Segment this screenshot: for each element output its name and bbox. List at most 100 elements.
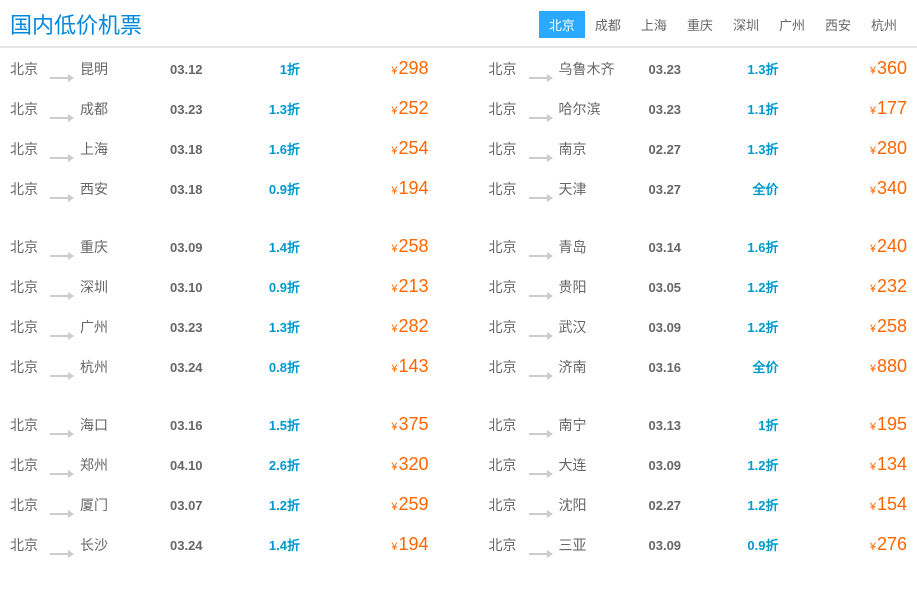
- currency-symbol: ¥: [870, 283, 876, 295]
- city-tab[interactable]: 广州: [769, 11, 815, 38]
- flight-row[interactable]: 北京杭州03.240.8折¥143: [10, 356, 429, 396]
- currency-symbol: ¥: [870, 185, 876, 197]
- to-city: 南宁: [559, 415, 649, 435]
- flight-row[interactable]: 北京厦门03.071.2折¥259: [10, 494, 429, 534]
- to-city: 三亚: [559, 535, 649, 555]
- currency-symbol: ¥: [870, 501, 876, 513]
- currency-symbol: ¥: [391, 185, 397, 197]
- discount-label: 1.2折: [719, 317, 779, 336]
- flight-row[interactable]: 北京乌鲁木齐03.231.3折¥360: [489, 58, 908, 98]
- flight-row[interactable]: 北京济南03.16全价¥880: [489, 356, 908, 396]
- city-tab[interactable]: 杭州: [861, 11, 907, 38]
- flight-date: 03.24: [170, 538, 240, 553]
- currency-symbol: ¥: [870, 243, 876, 255]
- flight-row[interactable]: 北京青岛03.141.6折¥240: [489, 236, 908, 276]
- to-city: 哈尔滨: [559, 99, 649, 119]
- flight-row[interactable]: 北京沈阳02.271.2折¥154: [489, 494, 908, 534]
- to-city: 济南: [559, 357, 649, 377]
- flight-group: 北京南宁03.131折¥195北京大连03.091.2折¥134北京沈阳02.2…: [489, 414, 908, 574]
- arrow-icon: [50, 112, 74, 124]
- currency-symbol: ¥: [391, 145, 397, 157]
- arrow-icon: [529, 468, 553, 480]
- currency-symbol: ¥: [391, 323, 397, 335]
- panel-header: 国内低价机票 北京成都上海重庆深圳广州西安杭州: [0, 0, 917, 48]
- price-value: ¥154: [779, 494, 908, 515]
- currency-symbol: ¥: [391, 501, 397, 513]
- from-city: 北京: [10, 59, 44, 79]
- to-city: 沈阳: [559, 495, 649, 515]
- price-value: ¥213: [300, 276, 429, 297]
- flight-row[interactable]: 北京重庆03.091.4折¥258: [10, 236, 429, 276]
- discount-label: 1.3折: [719, 59, 779, 78]
- arrow-icon: [529, 508, 553, 520]
- flight-row[interactable]: 北京海口03.161.5折¥375: [10, 414, 429, 454]
- city-tab[interactable]: 北京: [539, 11, 585, 38]
- flight-row[interactable]: 北京西安03.180.9折¥194: [10, 178, 429, 218]
- price-value: ¥232: [779, 276, 908, 297]
- panel-title: 国内低价机票: [10, 8, 142, 40]
- discount-label: 0.9折: [240, 179, 300, 198]
- flight-row[interactable]: 北京郑州04.102.6折¥320: [10, 454, 429, 494]
- flight-row[interactable]: 北京上海03.181.6折¥254: [10, 138, 429, 178]
- discount-label: 1.3折: [240, 317, 300, 336]
- flight-row[interactable]: 北京成都03.231.3折¥252: [10, 98, 429, 138]
- flight-date: 03.09: [649, 320, 719, 335]
- city-tab[interactable]: 成都: [585, 11, 631, 38]
- discount-label: 1.6折: [240, 139, 300, 158]
- arrow-icon: [529, 192, 553, 204]
- discount-label: 2.6折: [240, 455, 300, 474]
- flight-row[interactable]: 北京广州03.231.3折¥282: [10, 316, 429, 356]
- to-city: 长沙: [80, 535, 170, 555]
- flight-row[interactable]: 北京南京02.271.3折¥280: [489, 138, 908, 178]
- flight-date: 03.23: [170, 102, 240, 117]
- flight-row[interactable]: 北京长沙03.241.4折¥194: [10, 534, 429, 574]
- discount-label: 0.9折: [719, 535, 779, 554]
- arrow-icon: [529, 112, 553, 124]
- from-city: 北京: [489, 357, 523, 377]
- discount-label: 1.2折: [719, 495, 779, 514]
- flight-row[interactable]: 北京贵阳03.051.2折¥232: [489, 276, 908, 316]
- price-value: ¥880: [779, 356, 908, 377]
- flight-row[interactable]: 北京哈尔滨03.231.1折¥177: [489, 98, 908, 138]
- discount-label: 1.2折: [719, 455, 779, 474]
- flight-date: 03.16: [649, 360, 719, 375]
- arrow-icon: [50, 508, 74, 520]
- to-city: 杭州: [80, 357, 170, 377]
- from-city: 北京: [489, 59, 523, 79]
- flight-date: 03.16: [170, 418, 240, 433]
- arrow-icon: [529, 72, 553, 84]
- to-city: 青岛: [559, 237, 649, 257]
- flight-row[interactable]: 北京三亚03.090.9折¥276: [489, 534, 908, 574]
- arrow-icon: [529, 290, 553, 302]
- flight-row[interactable]: 北京大连03.091.2折¥134: [489, 454, 908, 494]
- currency-symbol: ¥: [870, 145, 876, 157]
- currency-symbol: ¥: [870, 65, 876, 77]
- flight-date: 03.12: [170, 62, 240, 77]
- currency-symbol: ¥: [870, 421, 876, 433]
- from-city: 北京: [10, 237, 44, 257]
- flight-row[interactable]: 北京昆明03.121折¥298: [10, 58, 429, 98]
- discount-label: 1.2折: [719, 277, 779, 296]
- from-city: 北京: [489, 139, 523, 159]
- currency-symbol: ¥: [870, 323, 876, 335]
- flight-row[interactable]: 北京天津03.27全价¥340: [489, 178, 908, 218]
- flight-date: 03.18: [170, 182, 240, 197]
- currency-symbol: ¥: [391, 541, 397, 553]
- flight-row[interactable]: 北京武汉03.091.2折¥258: [489, 316, 908, 356]
- to-city: 海口: [80, 415, 170, 435]
- from-city: 北京: [10, 415, 44, 435]
- arrow-icon: [50, 72, 74, 84]
- city-tab[interactable]: 上海: [631, 11, 677, 38]
- flight-row[interactable]: 北京南宁03.131折¥195: [489, 414, 908, 454]
- flight-date: 03.09: [649, 458, 719, 473]
- discount-label: 1.5折: [240, 415, 300, 434]
- city-tab[interactable]: 重庆: [677, 11, 723, 38]
- to-city: 上海: [80, 139, 170, 159]
- city-tab[interactable]: 西安: [815, 11, 861, 38]
- from-city: 北京: [489, 179, 523, 199]
- discount-label: 1.3折: [240, 99, 300, 118]
- discount-label: 1.1折: [719, 99, 779, 118]
- city-tab[interactable]: 深圳: [723, 11, 769, 38]
- price-value: ¥258: [779, 316, 908, 337]
- flight-row[interactable]: 北京深圳03.100.9折¥213: [10, 276, 429, 316]
